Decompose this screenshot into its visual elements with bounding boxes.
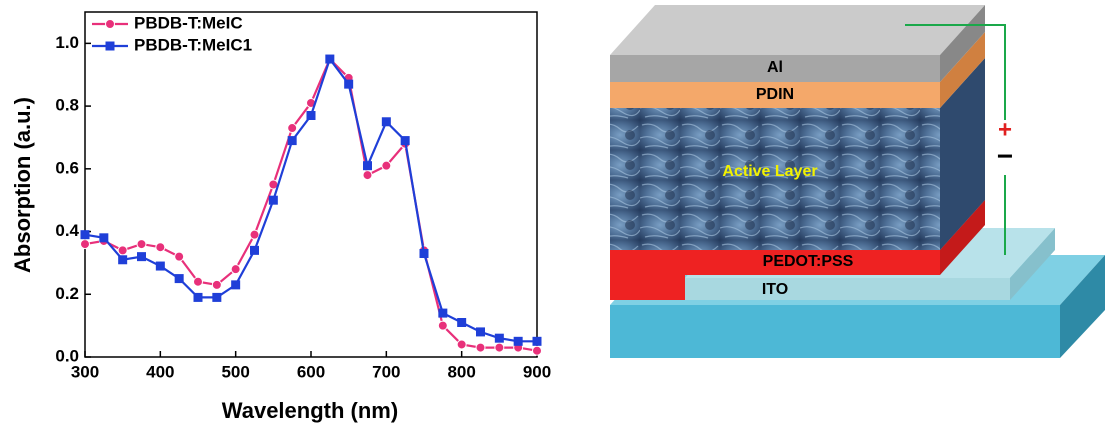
y-tick-label: 0.0	[55, 346, 79, 365]
marker	[382, 117, 391, 126]
y-axis-label: Absorption (a.u.)	[10, 97, 35, 273]
marker	[533, 337, 542, 346]
marker	[420, 249, 429, 258]
marker	[476, 343, 485, 352]
marker	[363, 161, 372, 170]
marker	[382, 161, 391, 170]
marker	[457, 340, 466, 349]
x-tick-label: 400	[146, 362, 174, 381]
marker	[231, 265, 240, 274]
marker	[137, 252, 146, 261]
marker	[363, 171, 372, 180]
marker	[194, 277, 203, 286]
marker	[175, 252, 184, 261]
layer-label: PDIN	[756, 86, 794, 103]
marker	[269, 196, 278, 205]
legend-label: PBDB-T:MeIC	[134, 13, 243, 32]
marker	[514, 337, 523, 346]
substrate	[610, 305, 1060, 358]
marker	[325, 55, 334, 64]
marker	[194, 293, 203, 302]
plot-frame	[85, 12, 537, 357]
y-tick-label: 0.6	[55, 158, 79, 177]
marker	[250, 246, 259, 255]
marker	[307, 111, 316, 120]
marker	[438, 321, 447, 330]
marker	[495, 343, 504, 352]
legend-label: PBDB-T:MeIC1	[134, 35, 252, 54]
marker	[438, 309, 447, 318]
marker	[118, 255, 127, 264]
marker	[250, 230, 259, 239]
marker	[344, 80, 353, 89]
marker	[401, 136, 410, 145]
marker	[288, 124, 297, 133]
y-tick-label: 0.8	[55, 96, 79, 115]
marker	[212, 280, 221, 289]
marker	[288, 136, 297, 145]
y-tick-label: 0.4	[55, 221, 79, 240]
legend-marker	[106, 42, 115, 51]
ito	[685, 278, 1010, 300]
x-tick-label: 600	[297, 362, 325, 381]
y-tick-label: 0.2	[55, 284, 79, 303]
device-diagram: Al PDIN Active Layer PEDOT:PSS ITO + −	[610, 5, 1105, 358]
x-tick-label: 800	[447, 362, 475, 381]
marker	[99, 233, 108, 242]
polarity-plus: +	[998, 116, 1012, 143]
y-tick-label: 1.0	[55, 33, 79, 52]
figure: Wavelength (nm) Absorption (a.u.) 300400…	[0, 0, 1105, 432]
marker	[495, 334, 504, 343]
marker	[212, 293, 221, 302]
marker	[231, 280, 240, 289]
marker	[476, 327, 485, 336]
marker	[156, 262, 165, 271]
marker	[457, 318, 466, 327]
al-top	[610, 5, 985, 55]
layer-label: Active Layer	[722, 163, 817, 180]
layer-label: PEDOT:PSS	[763, 253, 854, 270]
marker	[137, 240, 146, 249]
marker	[118, 246, 127, 255]
layer-label: ITO	[762, 281, 788, 298]
x-tick-label: 500	[221, 362, 249, 381]
x-tick-label: 700	[372, 362, 400, 381]
marker	[175, 274, 184, 283]
marker	[81, 230, 90, 239]
x-axis-label: Wavelength (nm)	[222, 398, 398, 423]
polarity-minus: −	[997, 140, 1013, 171]
layer-label: Al	[767, 59, 783, 76]
x-tick-label: 900	[523, 362, 551, 381]
marker	[156, 243, 165, 252]
marker	[81, 240, 90, 249]
legend-marker	[106, 20, 115, 29]
marker	[533, 346, 542, 355]
